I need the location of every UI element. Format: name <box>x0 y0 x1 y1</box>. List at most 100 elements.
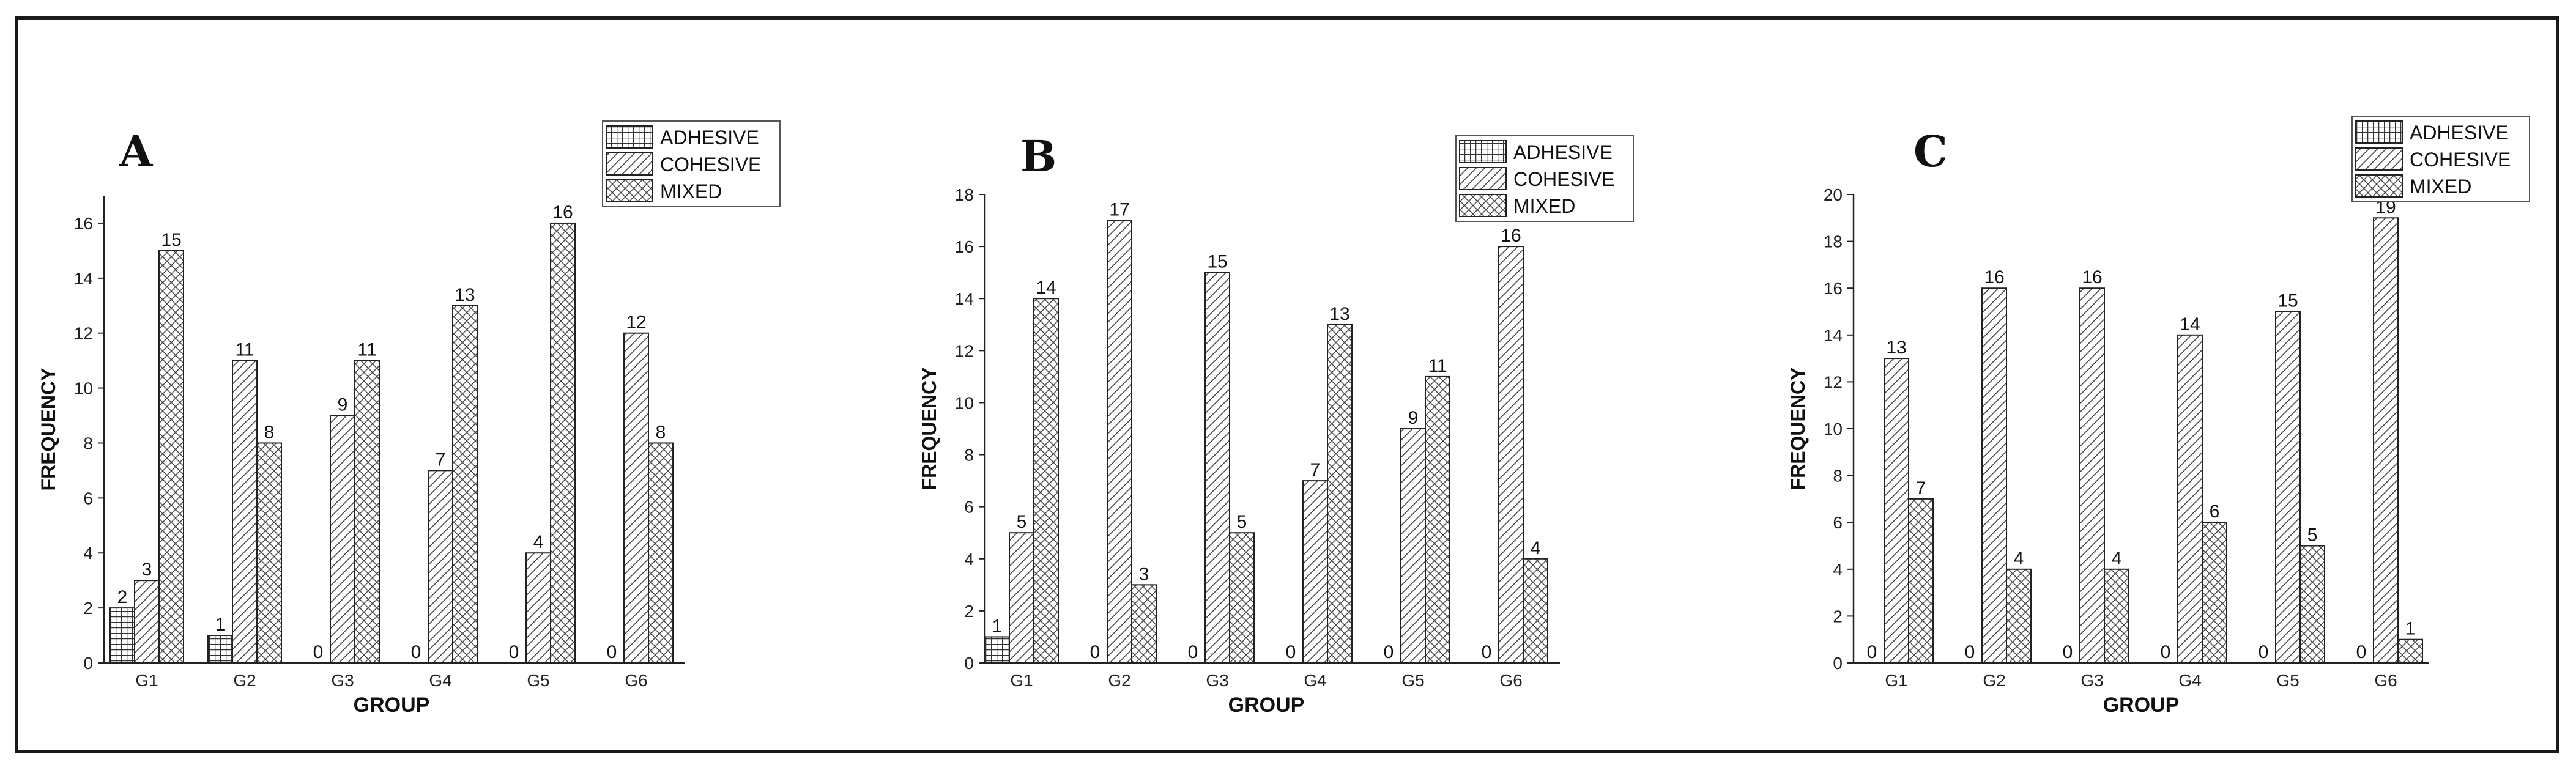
panel-letter: C <box>1913 126 1948 177</box>
data-label: 7 <box>1916 478 1926 498</box>
legend: ADHESIVE COHESIVE MIXED <box>1455 135 1634 222</box>
data-label: 11 <box>357 340 376 360</box>
x-tick-label: G4 <box>2178 671 2201 690</box>
legend-label: MIXED <box>1513 195 1575 217</box>
y-axis-title: FREQUENCY <box>37 368 59 491</box>
data-label: 13 <box>1886 338 1906 358</box>
legend: ADHESIVE COHESIVE MIXED <box>602 120 781 207</box>
bar-mixed-g4 <box>452 305 478 664</box>
bar-mixed-g1 <box>1033 298 1059 664</box>
data-label: 12 <box>626 312 646 333</box>
x-tick-label: G3 <box>1206 671 1228 690</box>
legend-swatch-mixed <box>1459 194 1507 217</box>
x-tick-label: G6 <box>625 671 647 690</box>
x-axis-title: GROUP <box>2103 693 2180 717</box>
bar-cohesive-g1 <box>1009 532 1034 664</box>
data-label: 15 <box>161 230 181 250</box>
data-label: 7 <box>1310 460 1321 480</box>
data-label: 0 <box>2063 642 2073 662</box>
legend-swatch-adhesive <box>2355 120 2403 144</box>
y-axis-title: FREQUENCY <box>918 368 940 490</box>
bar-adhesive-g2 <box>207 635 233 664</box>
bar-cohesive-g5 <box>525 552 551 664</box>
data-label: 4 <box>1531 538 1541 558</box>
legend-label: COHESIVE <box>660 153 761 176</box>
data-label: 16 <box>1984 267 2004 287</box>
y-tick-label: 2 <box>1833 607 1843 626</box>
x-tick-label: G3 <box>331 671 354 690</box>
x-tick-label: G5 <box>2276 671 2299 690</box>
bar-adhesive-g1 <box>109 607 135 664</box>
bar-mixed-g1 <box>158 250 184 664</box>
data-label: 2 <box>117 587 128 607</box>
x-tick-label: G6 <box>1499 671 1522 690</box>
legend-label: ADHESIVE <box>2410 122 2509 144</box>
legend-swatch-adhesive <box>606 125 653 149</box>
legend-label: ADHESIVE <box>1513 141 1613 163</box>
bar-cohesive-g3 <box>1204 272 1230 664</box>
bar-cohesive-g1 <box>134 580 160 664</box>
bar-cohesive-g4 <box>428 470 453 664</box>
bar-mixed-g3 <box>2104 568 2129 664</box>
data-label: 0 <box>1867 642 1877 662</box>
bar-cohesive-g2 <box>232 360 258 664</box>
x-tick-label: G4 <box>1304 671 1326 690</box>
bar-mixed-g6 <box>648 442 674 664</box>
y-tick-label: 10 <box>1824 420 1843 438</box>
y-tick-label: 0 <box>83 654 93 673</box>
data-label: 4 <box>533 532 544 552</box>
y-tick-label: 10 <box>74 379 93 398</box>
y-tick-label: 2 <box>83 599 93 618</box>
bar-cohesive-g2 <box>1107 220 1132 664</box>
data-label: 8 <box>656 422 666 442</box>
x-axis-title: GROUP <box>354 693 430 717</box>
y-tick-label: 14 <box>955 289 974 308</box>
data-label: 3 <box>1139 564 1149 584</box>
panel-letter: B <box>1020 131 1056 182</box>
data-label: 0 <box>1090 642 1101 662</box>
legend-swatch-mixed <box>606 179 653 202</box>
y-tick-label: 12 <box>1824 372 1843 391</box>
y-tick-label: 14 <box>74 269 93 288</box>
bar-mixed-g4 <box>1327 324 1353 664</box>
legend: ADHESIVE COHESIVE MIXED <box>2351 116 2530 202</box>
y-tick-label: 16 <box>74 214 93 233</box>
data-label: 16 <box>1501 226 1521 246</box>
y-tick-label: 6 <box>1833 513 1843 532</box>
data-label: 0 <box>2161 642 2171 662</box>
x-tick-label: G1 <box>1885 671 1907 690</box>
bar-cohesive-g3 <box>2079 287 2105 664</box>
data-label: 4 <box>2112 549 2122 569</box>
data-label: 0 <box>607 642 617 662</box>
data-label: 5 <box>1237 512 1247 532</box>
chart-panel-b: B024681012141618FREQUENCY1514G10173G2015… <box>918 131 1634 717</box>
x-tick-label: G6 <box>2374 671 2397 690</box>
bar-mixed-g4 <box>2202 522 2227 664</box>
data-label: 9 <box>338 395 348 415</box>
y-tick-label: 14 <box>1824 326 1843 345</box>
data-label: 13 <box>1329 304 1349 324</box>
bar-mixed-g3 <box>1229 532 1255 664</box>
chart-panel-a: A0246810121416FREQUENCY2315G11118G20911G… <box>37 120 781 717</box>
y-tick-label: 8 <box>83 434 93 453</box>
bar-cohesive-g6 <box>2373 217 2399 664</box>
bar-mixed-g2 <box>1131 584 1157 664</box>
y-tick-label: 2 <box>964 602 974 621</box>
legend-swatch-adhesive <box>1459 140 1507 163</box>
y-tick-label: 12 <box>955 341 974 360</box>
y-tick-label: 18 <box>955 185 974 204</box>
x-tick-label: G2 <box>233 671 256 690</box>
data-label: 0 <box>1188 642 1198 662</box>
panel-letter: A <box>119 126 154 177</box>
y-tick-label: 20 <box>1824 185 1843 204</box>
x-tick-label: G2 <box>1983 671 2005 690</box>
data-label: 0 <box>2259 642 2269 662</box>
legend-label: MIXED <box>660 180 722 202</box>
bar-mixed-g1 <box>1908 498 1934 664</box>
x-axis-title: GROUP <box>1228 693 1305 717</box>
bar-cohesive-g6 <box>1498 246 1524 664</box>
bar-cohesive-g1 <box>1884 358 1909 664</box>
data-label: 15 <box>2277 291 2298 311</box>
bar-cohesive-g4 <box>1302 480 1328 664</box>
